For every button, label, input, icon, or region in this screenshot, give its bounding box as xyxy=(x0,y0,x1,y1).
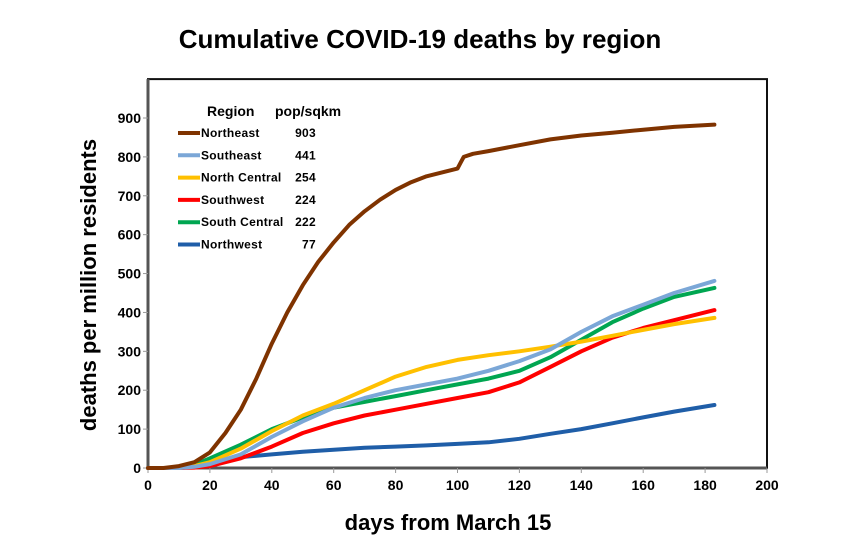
series-line-south-central xyxy=(146,285,717,470)
x-tick-label: 180 xyxy=(693,477,717,493)
series-line-northeast xyxy=(146,122,717,470)
legend-pop-north-central: 254 xyxy=(295,171,316,185)
y-tick-label: 400 xyxy=(118,304,142,320)
legend-pop-south-central: 222 xyxy=(295,215,316,229)
legend-label-south-central: South Central xyxy=(201,215,284,229)
series-line-north-central xyxy=(146,315,717,470)
x-tick-label: 80 xyxy=(388,477,404,493)
y-tick-label: 500 xyxy=(118,266,142,282)
legend-label-southeast: Southeast xyxy=(201,148,262,162)
y-tick-label: 800 xyxy=(118,149,142,165)
legend-label-southwest: Southwest xyxy=(201,193,264,207)
y-tick-label: 700 xyxy=(118,188,142,204)
legend-pop-northwest: 77 xyxy=(302,238,316,252)
y-tick-label: 200 xyxy=(118,382,142,398)
x-tick-label: 140 xyxy=(570,477,594,493)
legend-label-northwest: Northwest xyxy=(201,238,262,252)
x-tick-label: 60 xyxy=(326,477,342,493)
legend-header-pop: pop/sqkm xyxy=(275,103,341,119)
y-tick-label: 600 xyxy=(118,227,142,243)
x-tick-label: 40 xyxy=(264,477,280,493)
legend-label-north-central: North Central xyxy=(201,171,282,185)
x-tick-label: 0 xyxy=(144,477,152,493)
legend: Region pop/sqkm Northeast 903 Southeast 441… xyxy=(178,103,341,252)
y-tick-label: 900 xyxy=(118,110,142,126)
legend-header-region: Region xyxy=(207,103,254,119)
legend-label-northeast: Northeast xyxy=(201,126,260,140)
y-axis: 0 100 200 300 400 500 600 700 800 900 xyxy=(118,110,148,476)
x-tick-label: 160 xyxy=(632,477,656,493)
series-line-southeast xyxy=(146,278,717,470)
x-axis: 0 20 40 60 80 100 120 140 160 180 200 xyxy=(144,468,779,493)
y-tick-label: 300 xyxy=(118,343,142,359)
series-line-southwest xyxy=(146,308,717,470)
x-tick-label: 120 xyxy=(508,477,532,493)
x-tick-label: 20 xyxy=(202,477,218,493)
x-tick-label: 100 xyxy=(446,477,470,493)
y-tick-label: 0 xyxy=(133,460,141,476)
x-tick-label: 200 xyxy=(755,477,779,493)
legend-pop-southwest: 224 xyxy=(295,193,316,207)
x-axis-label: days from March 15 xyxy=(345,510,552,535)
y-axis-label: deaths per million residents xyxy=(76,139,101,431)
series-lines xyxy=(146,122,717,470)
legend-pop-northeast: 903 xyxy=(295,126,316,140)
legend-pop-southeast: 441 xyxy=(295,148,316,162)
y-tick-label: 100 xyxy=(118,421,142,437)
chart-title: Cumulative COVID-19 deaths by region xyxy=(179,24,662,54)
